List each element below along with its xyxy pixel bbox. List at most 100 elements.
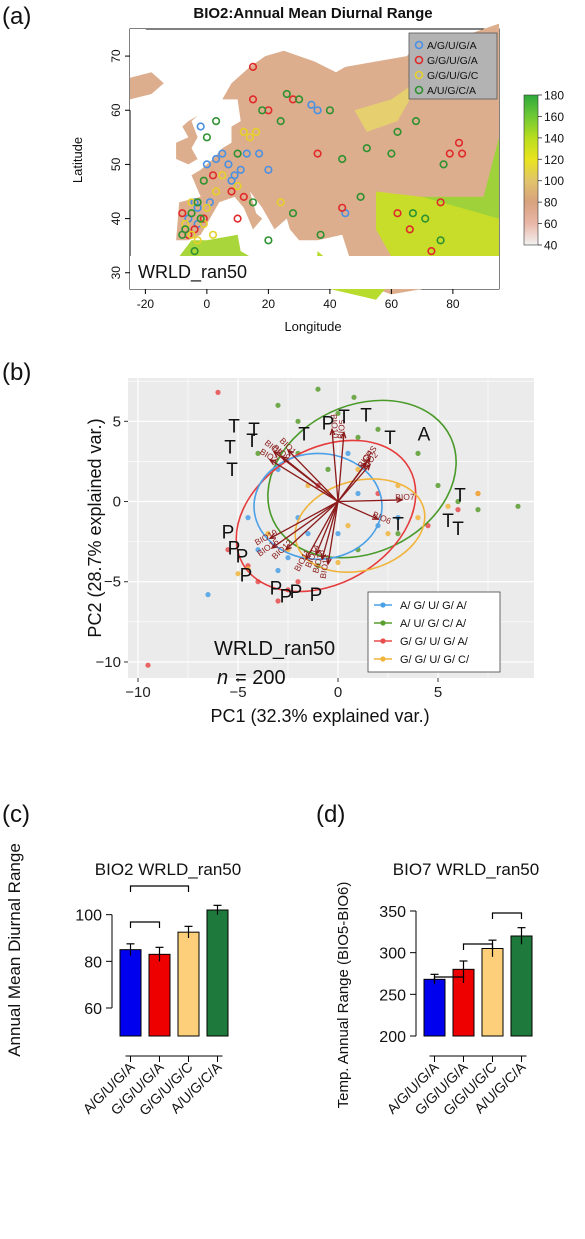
colorbar-tick-label-4: 120 xyxy=(544,153,564,167)
map-point-2-4 xyxy=(202,203,211,212)
map-point-3-27 xyxy=(190,247,199,256)
panel-label-b: (b) xyxy=(2,359,31,386)
pca-point-1-0 xyxy=(315,386,321,392)
map-legend-marker-2 xyxy=(414,70,424,80)
bar-c-ytick-label-2: 100 xyxy=(75,908,102,925)
pca-loading-head-14 xyxy=(320,553,327,561)
pca-loading-arrow-15 xyxy=(327,501,339,565)
panel-label-c: (c) xyxy=(2,801,30,828)
pca-xtick-label-0: −10 xyxy=(125,684,150,701)
pca-loading-head-4 xyxy=(286,448,294,457)
map-point-1-20 xyxy=(233,214,242,223)
map-point-3-5 xyxy=(202,133,211,142)
pca-ylabel: PC2 (28.7% explained var.) xyxy=(85,418,105,637)
map-point-2-11 xyxy=(276,198,285,207)
colorbar-tick-label-0: 40 xyxy=(544,239,558,253)
pca-letter-1: T xyxy=(248,420,260,441)
pca-point-0-6 xyxy=(395,515,401,521)
pca-loading-head-2 xyxy=(272,450,280,458)
pca-point-3-6 xyxy=(475,490,481,497)
map-point-1-15 xyxy=(454,138,464,147)
map-legend-marker-0 xyxy=(414,40,424,50)
pca-point-0-4 xyxy=(285,555,291,561)
colorbar-tick-label-3: 100 xyxy=(544,174,564,188)
pca-axes: −10 −5 0 5 −10 −5 0 5 xyxy=(96,413,443,701)
map-point-1-6 xyxy=(239,192,248,201)
map-point-3-17 xyxy=(411,116,421,126)
map-point-0-5 xyxy=(224,160,233,169)
pca-loading-arrow-11 xyxy=(271,500,339,549)
pca-legend-label-2: G/ G/ U/ G/ A/ xyxy=(400,636,469,648)
map-point-3-23 xyxy=(316,230,325,239)
map-point-0-12 xyxy=(307,100,316,109)
bar-d-bar-3 xyxy=(510,935,533,1037)
map-point-3-15 xyxy=(387,149,396,158)
bar-d-bracket-0 xyxy=(433,976,465,983)
map-point-2-7 xyxy=(233,182,242,191)
map-point-3-20 xyxy=(436,236,445,245)
map-point-0-3 xyxy=(212,154,221,164)
pca-loading-arrow-1 xyxy=(337,432,345,502)
pca-point-2-4 xyxy=(225,547,231,553)
map-point-3-12 xyxy=(325,106,335,115)
map-point-2-5 xyxy=(212,187,221,196)
map-point-2-2 xyxy=(193,236,202,245)
pca-point-1-6 xyxy=(515,503,521,509)
map-legend-label-0: A/G/U/G/A xyxy=(427,40,477,52)
map-point-2-0 xyxy=(181,219,190,229)
map-xtick-label-4: 60 xyxy=(385,297,399,311)
map-point-1-13 xyxy=(436,198,445,207)
map-point-3-25 xyxy=(248,198,258,207)
pca-ytick-label-2: 0 xyxy=(113,494,121,511)
pca-point-2-1 xyxy=(215,389,221,395)
pca-loading-head-3 xyxy=(268,458,277,466)
pca-letter-10: P xyxy=(322,413,335,434)
pca-point-0-1 xyxy=(255,547,261,553)
pca-legend-label-1: A/ U/ G/ C/ A/ xyxy=(400,618,467,630)
pca-legend-marker-3 xyxy=(380,656,386,662)
bar-panel-d: BIO7 WRLD_ran50 Temp. Annual Range (BIO5… xyxy=(335,860,539,1119)
pca-loading-head-5 xyxy=(280,455,288,463)
map-point-3-24 xyxy=(288,209,298,218)
map-panel: BIO2:Annual Mean Diurnal Range WRLD_ran5… xyxy=(70,5,564,334)
map-xtick-label-2: 20 xyxy=(262,297,276,311)
pca-letter-15: P xyxy=(222,522,235,543)
pca-point-1-17 xyxy=(325,466,331,472)
pca-point-3-4 xyxy=(385,531,391,537)
pca-loading-arrow-3 xyxy=(269,459,339,503)
pca-loading-head-0 xyxy=(329,427,336,436)
pca-loading-head-15 xyxy=(325,558,332,566)
bar-d-bar-2 xyxy=(481,948,504,1037)
colorbar-tick-label-6: 160 xyxy=(544,110,564,124)
pca-point-1-16 xyxy=(475,507,481,513)
pca-point-1-2 xyxy=(295,418,301,424)
map-point-1-12 xyxy=(338,203,347,212)
map-ytick-label-1: 40 xyxy=(109,212,123,226)
pca-letter-21: P xyxy=(290,582,303,603)
map-point-2-8 xyxy=(239,127,248,136)
pca-ellipses xyxy=(235,399,457,593)
bar-d-ytick-label-1: 250 xyxy=(379,987,406,1004)
map-point-3-28 xyxy=(264,236,273,245)
map-ytick-label-3: 60 xyxy=(109,103,123,117)
pca-loading-head-7 xyxy=(364,463,372,471)
pca-letter-13: T xyxy=(442,511,454,532)
pca-loading-label-0: BIO10 xyxy=(329,414,341,439)
pca-legend-marker-2 xyxy=(380,638,386,644)
map-point-3-21 xyxy=(408,209,418,218)
map-legend-marker-1 xyxy=(414,55,424,65)
map-point-3-2 xyxy=(187,209,196,218)
colorbar-tick-label-2: 80 xyxy=(544,196,558,210)
bar-d-ylabel: Temp. Annual Range (BIO5-BIO6) xyxy=(335,882,352,1109)
pca-loading-head-1 xyxy=(340,430,347,439)
bar-c-bracket-1 xyxy=(129,885,190,892)
map-point-3-3 xyxy=(193,198,202,207)
map-point-1-14 xyxy=(445,149,454,158)
map-xtick-label-5: 80 xyxy=(446,297,460,311)
map-ylabel: Latitude xyxy=(70,137,85,183)
pca-loading-arrow-16 xyxy=(337,457,371,502)
map-legend: A/G/U/G/A G/G/U/G/A G/G/U/G/C A/U/G/C/A xyxy=(408,32,498,100)
map-point-1-11 xyxy=(313,149,322,158)
pca-point-0-13 xyxy=(275,567,281,574)
map-title: BIO2:Annual Mean Diurnal Range xyxy=(193,5,432,22)
